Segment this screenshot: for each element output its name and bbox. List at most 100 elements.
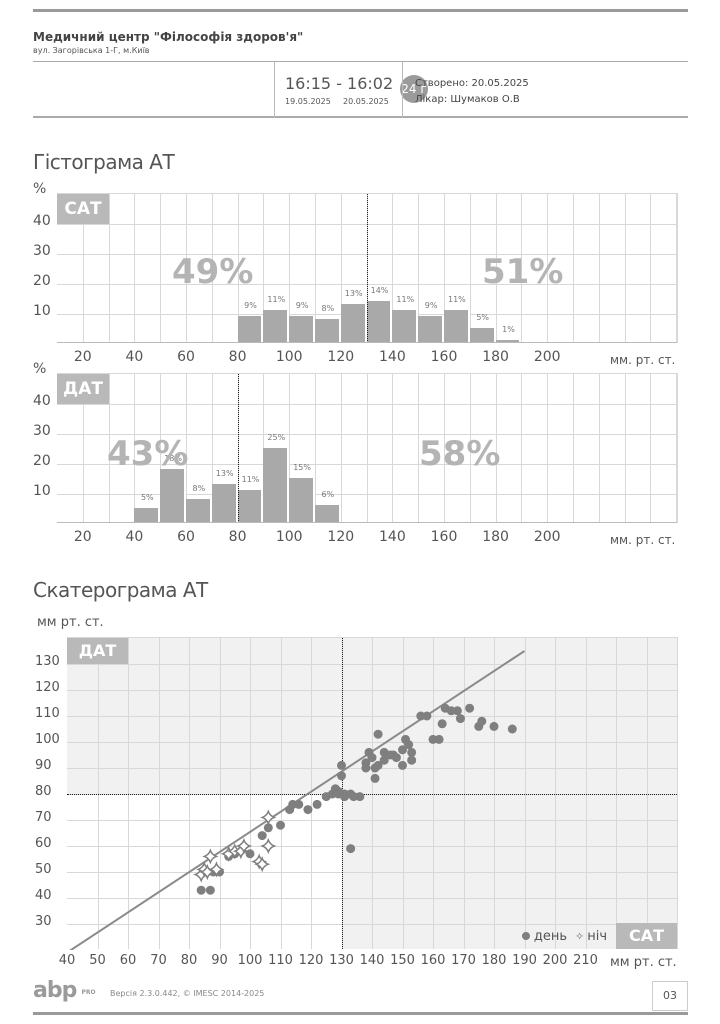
bar-value-label: 25% bbox=[267, 433, 286, 442]
histogram-bar bbox=[289, 316, 315, 343]
clinic-address: вул. Загорівська 1-Г, м.Київ bbox=[33, 46, 150, 55]
day-point bbox=[477, 716, 487, 726]
grid-line-vertical bbox=[469, 374, 471, 523]
bar-value-label: 14% bbox=[370, 286, 389, 295]
y-axis-unit: % bbox=[33, 361, 47, 377]
x-tick-label: 160 bbox=[430, 529, 458, 545]
grid-line-vertical bbox=[547, 374, 549, 523]
day-point bbox=[507, 724, 517, 734]
y-axis-unit: % bbox=[33, 181, 47, 197]
day-point bbox=[373, 760, 383, 770]
day-point bbox=[312, 799, 322, 809]
night-legend-icon: ✧ bbox=[574, 930, 585, 943]
x-tick-label: 120 bbox=[298, 953, 324, 968]
doctor-name: Лікар: Шумаков О.В bbox=[415, 94, 520, 105]
grid-line-vertical bbox=[433, 638, 434, 949]
histogram-bar bbox=[315, 319, 341, 343]
dat-histogram: ДАТ 5% 18% 8% 13% 11% 25% 15% 6% 43% 58%% 10 20 30 40 2… bbox=[0, 360, 720, 550]
logo-text: abp bbox=[33, 978, 77, 1003]
night-legend-label: ніч bbox=[587, 929, 607, 944]
histogram-title: Гістограма АТ bbox=[33, 150, 175, 174]
histogram-bar bbox=[263, 448, 290, 523]
y-tick-label: 50 bbox=[35, 862, 52, 877]
day-point bbox=[303, 805, 313, 815]
y-tick-label: 20 bbox=[33, 273, 51, 289]
day-point bbox=[294, 799, 304, 809]
day-point bbox=[434, 734, 444, 744]
y-tick-label: 40 bbox=[35, 888, 52, 903]
x-tick-label: 140 bbox=[379, 529, 406, 545]
grid-line-vertical bbox=[186, 194, 187, 343]
day-point bbox=[205, 885, 215, 895]
x-axis-unit: мм. рт. ст. bbox=[610, 353, 676, 367]
threshold-line bbox=[366, 194, 368, 343]
grid-line-vertical bbox=[524, 638, 526, 949]
grid-line-vertical bbox=[108, 194, 110, 343]
day-point bbox=[257, 831, 267, 841]
grid-line-vertical bbox=[250, 638, 251, 949]
day-point bbox=[437, 719, 447, 729]
grid-line-vertical bbox=[624, 194, 626, 343]
x-tick-label: 100 bbox=[237, 953, 263, 968]
clinic-name: Медичний центр "Філософія здоров'я" bbox=[33, 30, 304, 44]
y-tick-label: 40 bbox=[33, 213, 51, 229]
day-point bbox=[337, 760, 346, 770]
x-axis-line bbox=[57, 522, 677, 523]
bar-value-label: 9% bbox=[244, 301, 257, 310]
x-tick-label: 60 bbox=[177, 349, 195, 365]
grid-line-vertical bbox=[444, 374, 445, 523]
logo-sub: PRO bbox=[81, 989, 96, 996]
sat-axis-tag: САТ bbox=[616, 923, 677, 949]
grid-line-horizontal bbox=[67, 664, 677, 665]
x-axis-unit: мм. рт. ст. bbox=[610, 533, 676, 547]
x-tick-label: 90 bbox=[211, 953, 228, 968]
histogram-bar bbox=[237, 316, 264, 343]
bar-value-label: 8% bbox=[321, 304, 335, 313]
bar-value-label: 8% bbox=[192, 484, 206, 493]
grid-line-vertical bbox=[263, 194, 265, 343]
x-tick-label: 80 bbox=[228, 529, 247, 545]
grid-line-vertical bbox=[521, 374, 523, 523]
grid-line-horizontal bbox=[57, 404, 677, 405]
histogram-plot-area: САТ 9% 11% 9% 8% 13% 14% 11% 9% 11% 5% 1% 49% 51% bbox=[57, 193, 678, 343]
x-tick-label: 120 bbox=[327, 529, 355, 545]
day-legend-label: день bbox=[533, 929, 567, 944]
grid-line-vertical bbox=[108, 374, 110, 523]
y-axis-unit: мм рт. ст. bbox=[37, 615, 104, 630]
grid-line-vertical bbox=[585, 638, 587, 949]
grid-line-vertical bbox=[495, 194, 497, 343]
grid-line-vertical bbox=[392, 374, 394, 523]
day-point bbox=[407, 755, 417, 765]
grid-line-vertical bbox=[82, 374, 84, 523]
grid-line-vertical bbox=[82, 194, 84, 343]
grid-line-vertical bbox=[289, 194, 291, 343]
bar-value-label: 1% bbox=[502, 325, 515, 334]
x-tick-label: 200 bbox=[533, 349, 561, 365]
grid-line-vertical bbox=[573, 194, 574, 343]
day-point bbox=[452, 706, 462, 716]
grid-line-vertical bbox=[392, 194, 394, 343]
histogram-bar bbox=[444, 310, 470, 343]
bar-value-label: 5% bbox=[476, 313, 490, 322]
grid-line-horizontal bbox=[67, 820, 677, 821]
grid-line-horizontal bbox=[67, 846, 677, 847]
y-tick-label: 40 bbox=[33, 393, 51, 409]
grid-line-vertical bbox=[573, 374, 574, 523]
grid-line-horizontal bbox=[67, 742, 677, 743]
bar-value-label: 13% bbox=[215, 469, 234, 478]
scatter-legend: день ✧ ніч bbox=[521, 929, 607, 944]
grid-line-vertical bbox=[463, 638, 465, 949]
grid-line-vertical bbox=[160, 374, 162, 523]
day-point bbox=[455, 714, 465, 724]
grid-line-vertical bbox=[311, 638, 312, 949]
grid-line-horizontal bbox=[57, 464, 677, 465]
histogram-bar bbox=[366, 301, 393, 343]
duration-badge: 24 г bbox=[400, 75, 428, 103]
time-range: 16:15 - 16:02 bbox=[285, 74, 394, 93]
bar-value-label: 11% bbox=[241, 475, 260, 484]
day-point bbox=[407, 747, 417, 757]
bar-value-label: 5% bbox=[140, 493, 154, 502]
scatter-plot-area: ДАТ САТ день ✧ ніч bbox=[67, 637, 678, 950]
x-tick-label: 150 bbox=[390, 953, 415, 968]
sat-tag: САТ bbox=[57, 194, 109, 224]
